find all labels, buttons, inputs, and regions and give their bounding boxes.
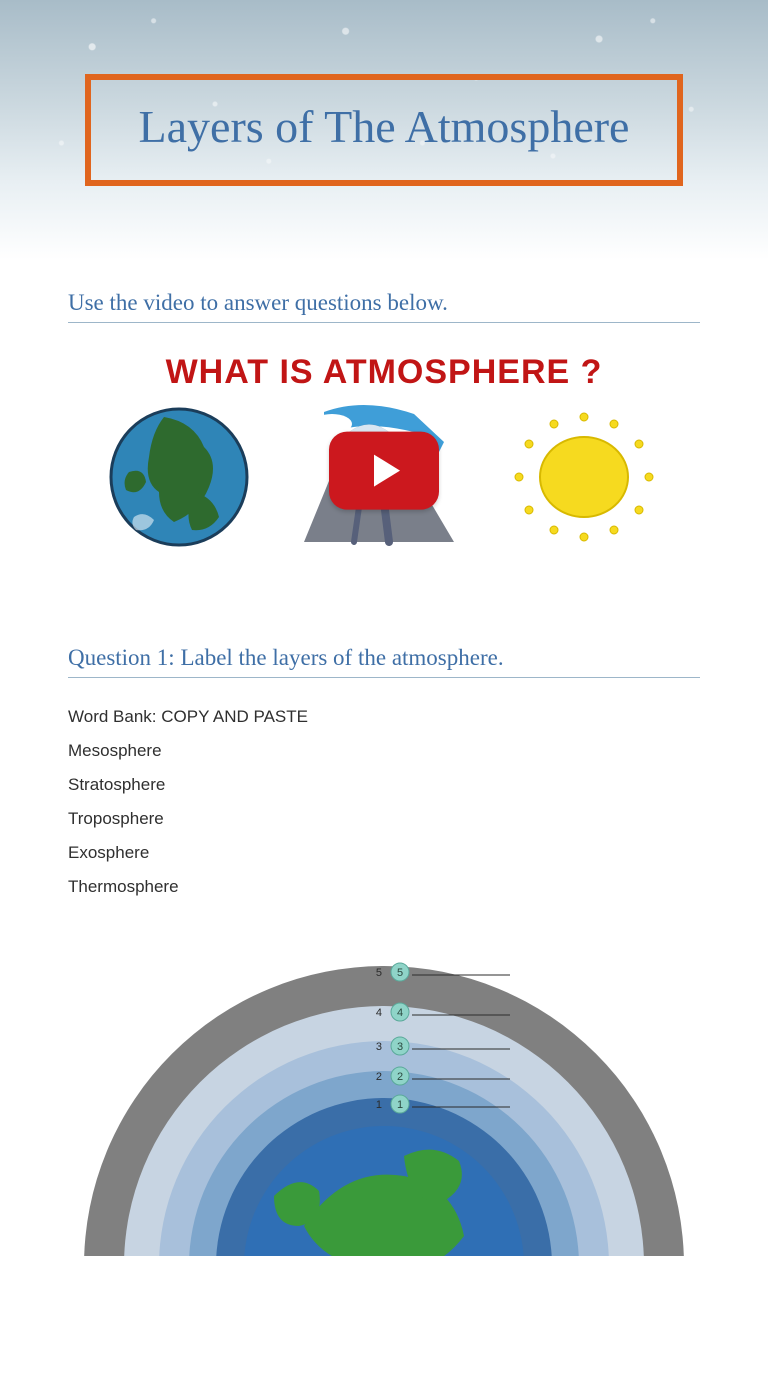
word-bank-item: Troposphere bbox=[68, 802, 700, 836]
svg-text:2: 2 bbox=[376, 1071, 382, 1083]
hero-banner: Layers of The Atmosphere bbox=[0, 0, 768, 260]
video-title: WHAT IS ATMOSPHERE ? bbox=[166, 353, 603, 392]
content: Use the video to answer questions below.… bbox=[0, 260, 768, 1256]
question1-heading: Question 1: Label the layers of the atmo… bbox=[68, 645, 700, 678]
word-bank-label: Word Bank: COPY AND PASTE bbox=[68, 700, 700, 734]
word-bank-item: Mesosphere bbox=[68, 734, 700, 768]
svg-text:1: 1 bbox=[376, 1099, 382, 1111]
svg-text:5: 5 bbox=[376, 967, 382, 979]
svg-text:2: 2 bbox=[397, 1071, 403, 1083]
play-icon[interactable] bbox=[329, 432, 439, 510]
svg-text:3: 3 bbox=[397, 1041, 403, 1053]
intro-text: Use the video to answer questions below. bbox=[68, 290, 700, 323]
title-box: Layers of The Atmosphere bbox=[85, 74, 684, 186]
atmosphere-diagram: 5 5 4 4 3 3 2 2 1 1 bbox=[68, 926, 700, 1256]
sun-icon bbox=[504, 402, 664, 552]
word-bank: Word Bank: COPY AND PASTE Mesosphere Str… bbox=[68, 700, 700, 904]
page-title: Layers of The Atmosphere bbox=[139, 98, 630, 156]
svg-text:4: 4 bbox=[397, 1007, 403, 1019]
atmosphere-svg: 5 5 4 4 3 3 2 2 1 1 bbox=[68, 926, 700, 1256]
earth-icon bbox=[104, 402, 254, 552]
svg-text:3: 3 bbox=[376, 1041, 382, 1053]
video-thumbnail[interactable]: WHAT IS ATMOSPHERE ? bbox=[68, 345, 700, 565]
word-bank-item: Thermosphere bbox=[68, 870, 700, 904]
svg-text:5: 5 bbox=[397, 967, 403, 979]
svg-text:4: 4 bbox=[376, 1007, 382, 1019]
word-bank-item: Stratosphere bbox=[68, 768, 700, 802]
word-bank-item: Exosphere bbox=[68, 836, 700, 870]
svg-text:1: 1 bbox=[397, 1099, 403, 1111]
